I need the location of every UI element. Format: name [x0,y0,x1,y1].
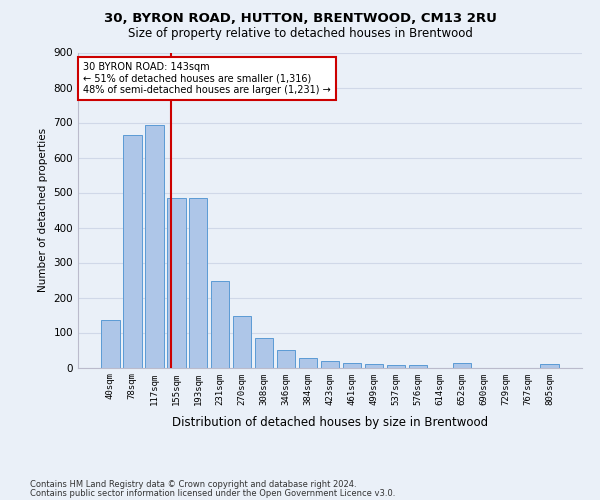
Bar [365,364,383,368]
Bar [343,363,361,368]
Text: Contains public sector information licensed under the Open Government Licence v3: Contains public sector information licen… [30,490,395,498]
Bar [189,198,208,368]
Text: Contains HM Land Registry data © Crown copyright and database right 2024.: Contains HM Land Registry data © Crown c… [30,480,356,489]
Bar [452,363,471,368]
Bar [320,360,340,368]
Bar [167,198,185,368]
Bar [386,364,405,368]
Bar [123,134,142,368]
Bar [211,281,229,368]
Bar [299,358,317,368]
Text: Size of property relative to detached houses in Brentwood: Size of property relative to detached ho… [128,28,472,40]
Text: 30, BYRON ROAD, HUTTON, BRENTWOOD, CM13 2RU: 30, BYRON ROAD, HUTTON, BRENTWOOD, CM13 … [104,12,496,26]
Text: 30 BYRON ROAD: 143sqm
← 51% of detached houses are smaller (1,316)
48% of semi-d: 30 BYRON ROAD: 143sqm ← 51% of detached … [83,62,331,95]
Bar [101,320,119,368]
Y-axis label: Number of detached properties: Number of detached properties [38,128,48,292]
Bar [255,338,274,368]
Bar [145,125,164,368]
X-axis label: Distribution of detached houses by size in Brentwood: Distribution of detached houses by size … [172,416,488,428]
Bar [409,364,427,368]
Bar [541,364,559,368]
Bar [233,316,251,368]
Bar [277,350,295,368]
